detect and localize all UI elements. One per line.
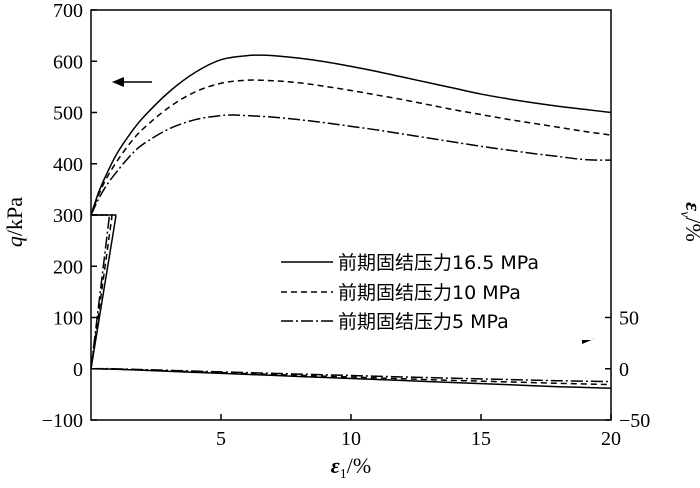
legend: 前期固结压力16.5 MPa 前期固结压力10 MPa 前期固结压力5 MPa xyxy=(275,243,593,340)
legend-entry: 前期固结压力5 MPa xyxy=(281,311,509,333)
initial-loading-line xyxy=(90,214,110,369)
legend-entry: 前期固结压力16.5 MPa xyxy=(281,252,539,274)
q-curve xyxy=(90,114,612,216)
ev-curve xyxy=(90,367,612,383)
y-left-tick-label: 600 xyxy=(53,51,83,73)
y-axis-right-title: εv/% xyxy=(677,202,700,242)
tick-labels: 5 10 15 20 −100 0 100 200 300 400 500 600 700 −50 0 50 xyxy=(42,0,651,450)
legend-label: 前期固结压力5 MPa xyxy=(338,311,509,333)
y-left-tick-label: 700 xyxy=(53,0,83,22)
x-tick-label: 15 xyxy=(471,428,491,450)
legend-entry: 前期固结压力10 MPa xyxy=(281,282,521,304)
y-left-tick-label: 300 xyxy=(53,205,83,227)
y-left-tick-label: 400 xyxy=(53,154,83,176)
x-axis-title: ε1/% xyxy=(331,453,371,482)
y-left-tick-label: 100 xyxy=(53,308,83,330)
x-tick-label: 20 xyxy=(601,428,621,450)
x-tick-label: 10 xyxy=(341,428,361,450)
data-curves xyxy=(90,54,612,389)
q-curve xyxy=(90,79,612,216)
y-right-tick-label: 50 xyxy=(619,308,639,330)
left-axis-arrow xyxy=(112,77,152,87)
axis-ticks xyxy=(91,9,612,421)
legend-background xyxy=(275,243,593,340)
ev-curve xyxy=(90,368,612,389)
y-right-tick-label: 0 xyxy=(619,359,629,381)
y-axis-left-title: q/kPa xyxy=(2,197,27,247)
y-right-tick-label: −50 xyxy=(619,410,650,432)
y-left-tick-label: −100 xyxy=(42,410,83,432)
y-left-tick-label: 200 xyxy=(53,256,83,278)
q-curve xyxy=(90,54,612,216)
y-left-tick-label: 0 xyxy=(73,359,83,381)
y-left-tick-label: 500 xyxy=(53,103,83,125)
plot-frame xyxy=(90,9,612,421)
legend-label: 前期固结压力16.5 MPa xyxy=(338,252,539,274)
x-tick-label: 5 xyxy=(216,428,226,450)
legend-label: 前期固结压力10 MPa xyxy=(338,282,521,304)
